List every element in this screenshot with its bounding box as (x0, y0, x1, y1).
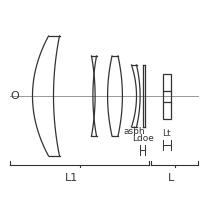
Text: L1: L1 (65, 173, 79, 183)
Text: L: L (168, 173, 174, 183)
Bar (163, 73, 171, 90)
Text: Ldoe: Ldoe (132, 134, 154, 143)
Text: Lt: Lt (162, 129, 171, 138)
Text: O: O (10, 91, 19, 101)
Text: asph: asph (123, 127, 145, 136)
Bar (163, 102, 171, 118)
